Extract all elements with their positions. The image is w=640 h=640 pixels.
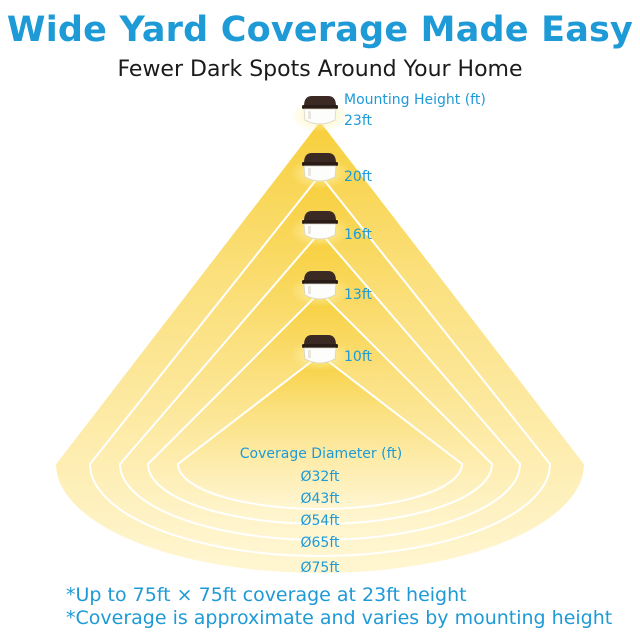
diameter-label-43ft: Ø43ft [300,491,340,507]
diameter-label-75ft: Ø75ft [300,560,340,576]
diameter-label-54ft: Ø54ft [300,513,340,529]
height-label-20ft: 20ft [344,169,372,185]
light-fixture-icon-13ft [290,271,350,307]
height-label-16ft: 16ft [344,227,372,243]
diameter-label-65ft: Ø65ft [300,535,340,551]
mounting-height-label: Mounting Height (ft) [344,92,486,108]
light-fixture-icon-23ft [290,96,350,132]
page-subtitle: Fewer Dark Spots Around Your Home [117,57,523,82]
coverage-note: *Up to 75ft × 75ft coverage at 23ft heig… [66,584,467,606]
light-cone-10ft [176,353,464,510]
height-label-10ft: 10ft [344,349,372,365]
page-title: Wide Yard Coverage Made Easy [6,10,634,50]
diameter-label-32ft: Ø32ft [300,469,340,485]
light-fixture-icon-16ft [290,211,350,247]
height-label-13ft: 13ft [344,287,372,303]
height-label-23ft: 23ft [344,113,372,129]
disclaimer-note: *Coverage is approximate and varies by m… [66,607,613,629]
light-fixture-icon-20ft [290,153,350,189]
coverage-diameter-label: Coverage Diameter (ft) [240,446,402,462]
light-fixture-icon-10ft [290,335,350,371]
